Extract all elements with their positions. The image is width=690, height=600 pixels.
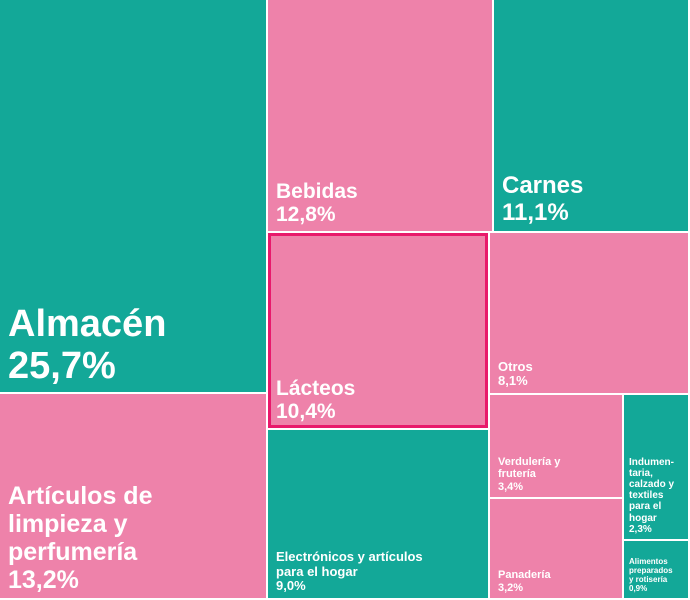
tile-name: Electrónicos y artículos para el hogar xyxy=(276,549,423,579)
treemap-tile-otros: Otros 8,1% xyxy=(490,233,690,395)
tile-label-group: Almacén 25,7% xyxy=(8,303,262,388)
tile-name: Verdulería y frutería xyxy=(498,456,561,481)
tile-label-group: Carnes 11,1% xyxy=(502,172,684,227)
treemap-tile-almacen: Almacén 25,7% xyxy=(0,0,268,394)
tile-label-group: Artículos de limpieza y perfumería 13,2% xyxy=(8,482,262,594)
tile-percentage: 8,1% xyxy=(498,373,528,389)
tile-name: Panadería xyxy=(498,569,551,582)
tile-label-group: Verdulería y frutería 3,4% xyxy=(498,456,618,493)
treemap-tile-carnes: Carnes 11,1% xyxy=(494,0,690,233)
tile-label-group: Bebidas 12,8% xyxy=(276,180,488,227)
tile-name: Carnes xyxy=(502,172,584,200)
treemap-tile-articulos-limpieza: Artículos de limpieza y perfumería 13,2% xyxy=(0,394,268,600)
tile-name: Almacén xyxy=(8,302,167,345)
tile-label-group: Panadería 3,2% xyxy=(498,569,618,594)
tile-name: Bebidas xyxy=(276,179,358,203)
tile-percentage: 3,4% xyxy=(498,480,524,493)
treemap-tile-electronicos: Electrónicos y artículos para el hogar 9,0… xyxy=(268,430,490,600)
tile-percentage: 9,0% xyxy=(276,578,306,594)
tile-percentage: 25,7% xyxy=(8,345,116,388)
treemap-tile-bebidas: Bebidas 12,8% xyxy=(268,0,494,233)
tile-name: Indumen-taria, calzado y textiles para el ho… xyxy=(629,456,675,524)
treemap-tile-alimentos-preparados: Alimentos preparados y rotisería 0,9% xyxy=(624,541,690,600)
tile-percentage: 0,9% xyxy=(629,584,648,594)
treemap-tile-panaderia: Panadería 3,2% xyxy=(490,499,624,600)
tile-name: Otros xyxy=(498,358,533,374)
treemap-tile-indumentaria: Indumen-taria, calzado y textiles para el ho… xyxy=(624,395,690,541)
tile-name: Artículos de limpieza y perfumería xyxy=(8,482,153,566)
tile-name: Lácteos xyxy=(276,376,356,400)
tile-label-group: Electrónicos y artículos para el hogar 9,0… xyxy=(276,550,484,594)
tile-percentage: 2,3% xyxy=(629,523,652,535)
tile-label-group: Otros 8,1% xyxy=(498,358,684,389)
tile-label-group: Lácteos 10,4% xyxy=(276,377,484,424)
tile-percentage: 10,4% xyxy=(276,400,336,424)
tile-percentage: 12,8% xyxy=(276,203,336,227)
tile-label-group: Alimentos preparados y rotisería 0,9% xyxy=(629,557,684,594)
tile-percentage: 3,2% xyxy=(498,581,524,594)
treemap-tile-verduleria: Verdulería y frutería 3,4% xyxy=(490,395,624,499)
tile-label-group: Indumen-taria, calzado y textiles para el ho… xyxy=(629,457,684,535)
tile-percentage: 11,1% xyxy=(502,199,569,227)
tile-percentage: 13,2% xyxy=(8,566,79,594)
tile-name: Alimentos preparados y rotisería xyxy=(629,557,673,585)
treemap-tile-lacteos: Lácteos 10,4% xyxy=(268,233,490,430)
